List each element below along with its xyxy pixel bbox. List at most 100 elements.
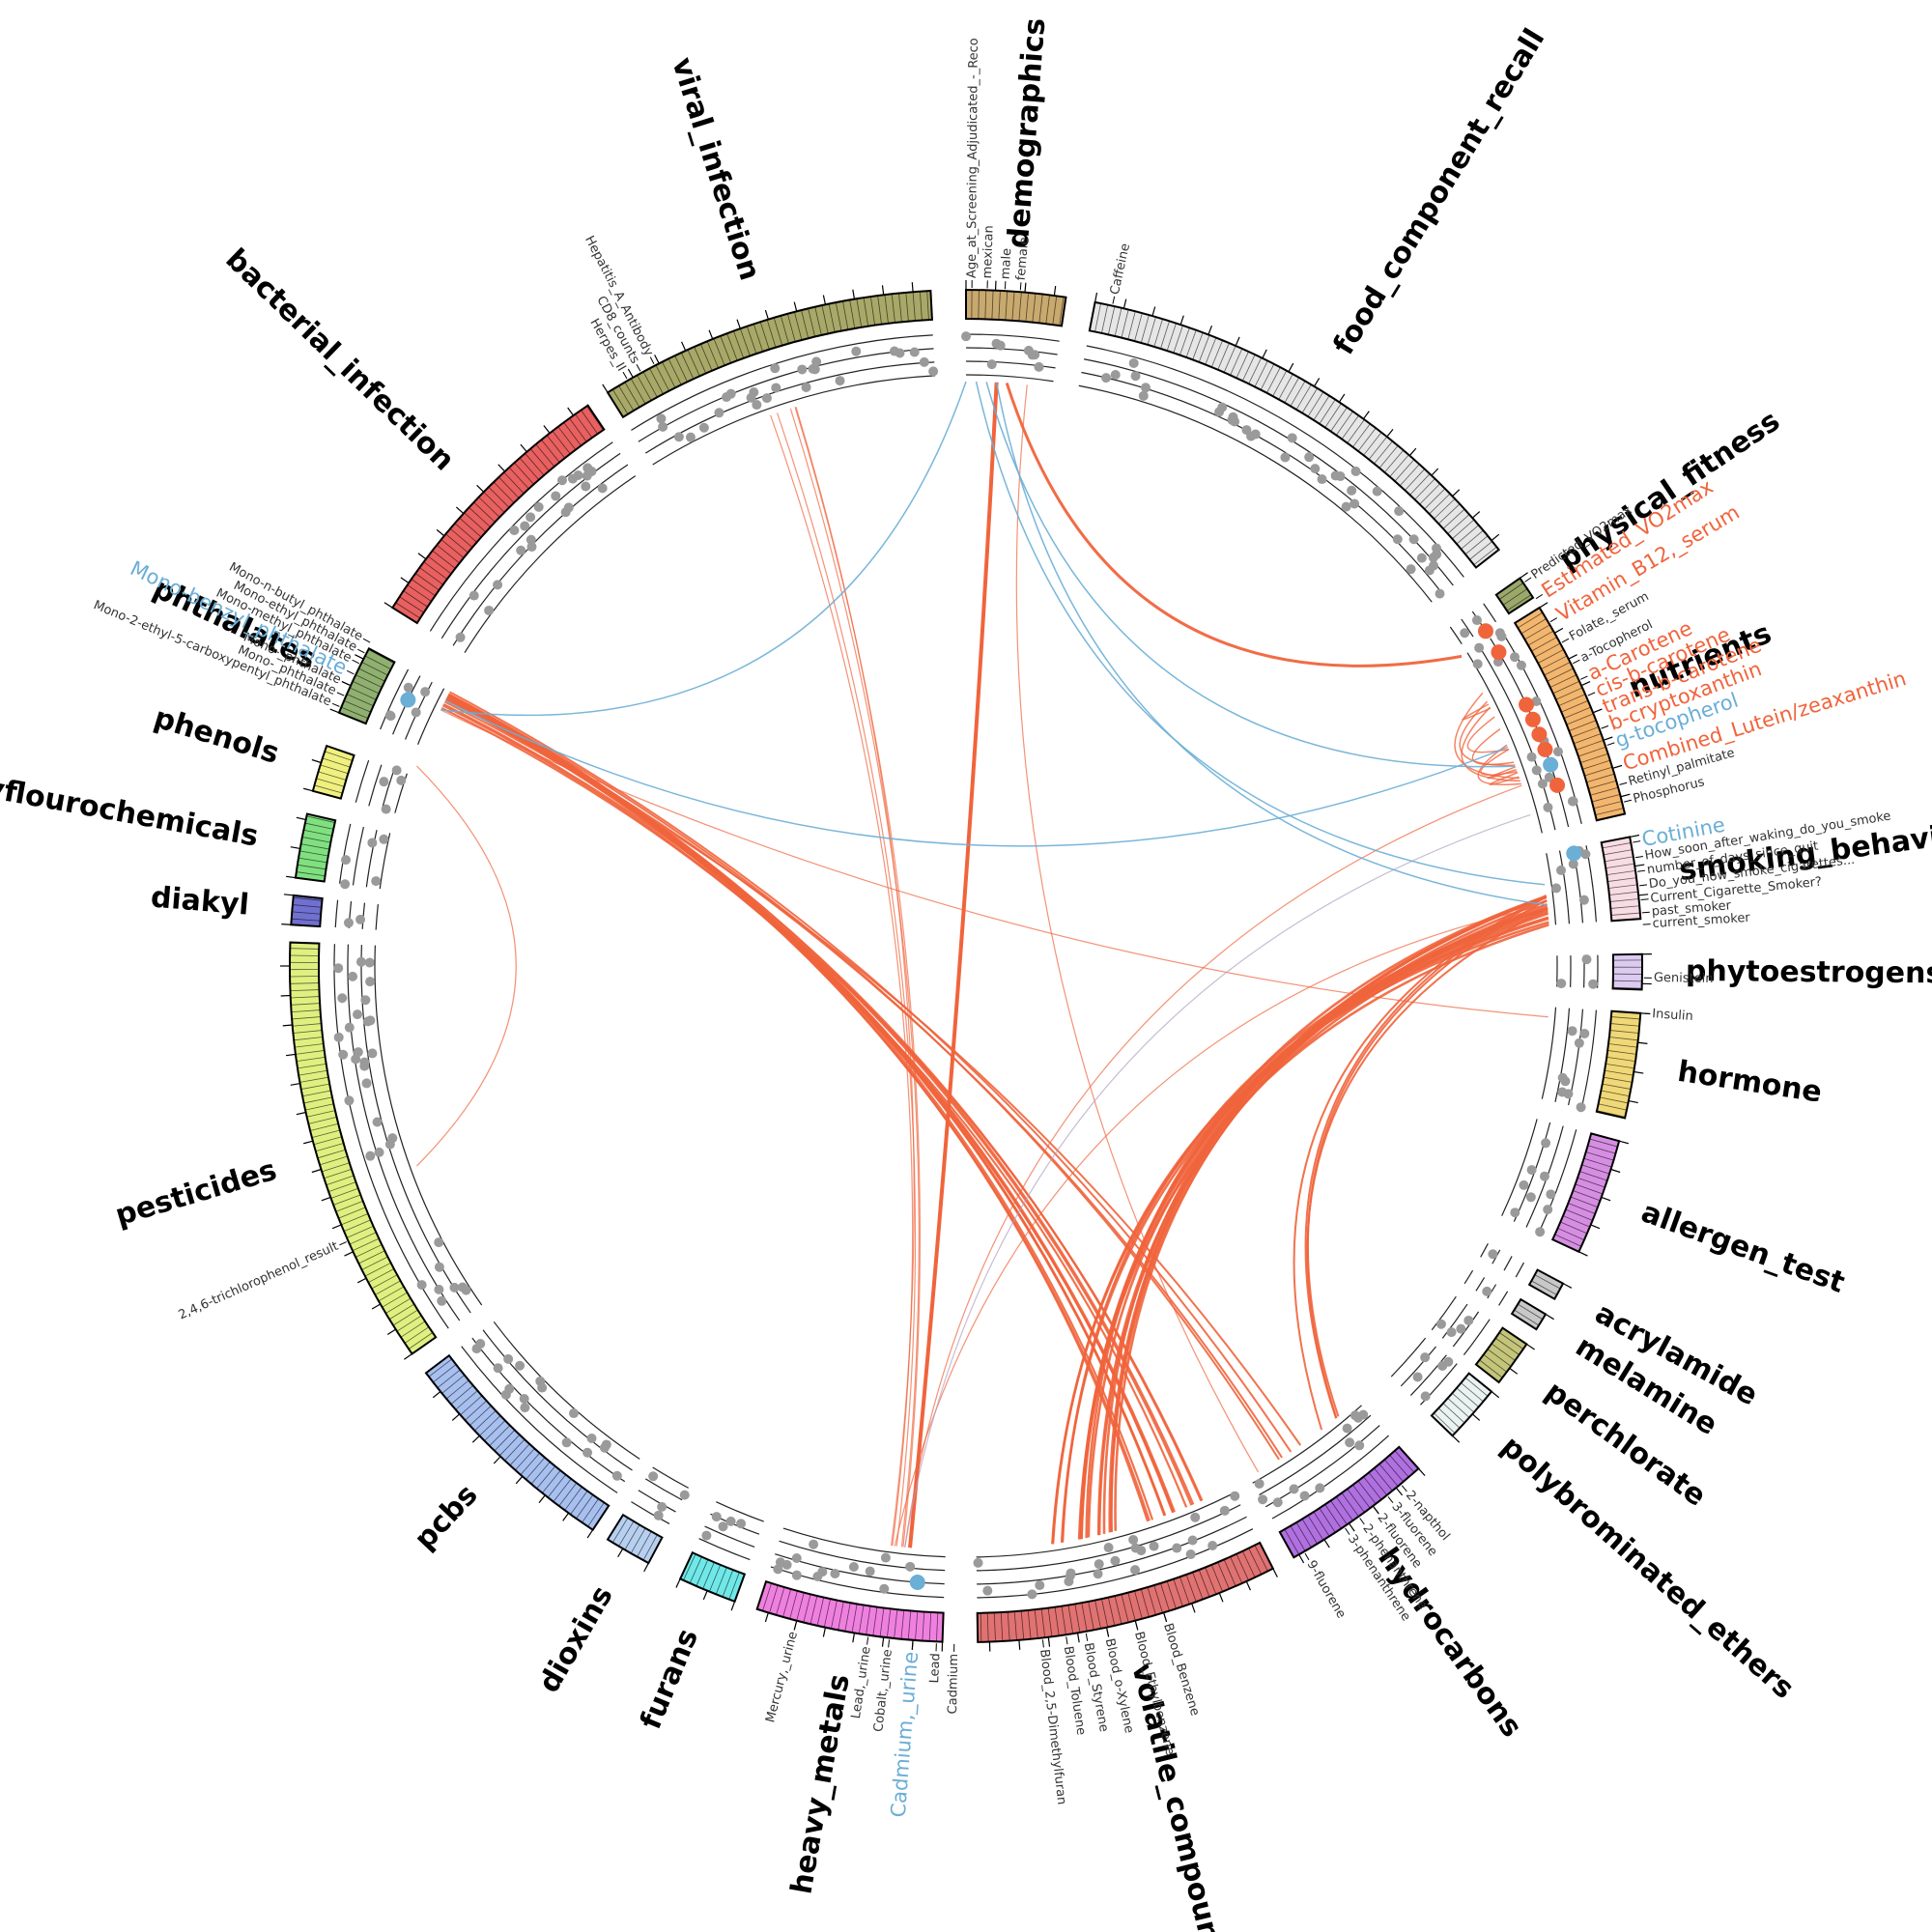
track-ring	[1078, 384, 1433, 603]
segment-hatch	[642, 1534, 658, 1561]
segment-hatch	[558, 1482, 578, 1507]
segment-hatch	[1608, 884, 1637, 889]
segment-hatch	[526, 1457, 546, 1480]
group-segment	[965, 288, 1067, 327]
dot	[1287, 433, 1297, 443]
segment-hatch	[1248, 357, 1263, 384]
segment-hatch	[1461, 1382, 1484, 1403]
dot	[1531, 765, 1542, 776]
segment-hatch	[1514, 1309, 1540, 1326]
label-leader	[1639, 884, 1648, 887]
link	[440, 709, 1548, 1018]
dot	[1535, 1227, 1546, 1237]
dot	[449, 1282, 460, 1293]
dot	[657, 1501, 668, 1512]
segment-hatch	[1032, 293, 1037, 323]
dot	[365, 977, 376, 987]
segment-hatch	[1389, 454, 1409, 477]
segment-hatch	[1217, 343, 1230, 370]
segment-hatch	[414, 573, 440, 591]
group-label: phenols	[150, 701, 283, 771]
segment-hatch	[1577, 1177, 1605, 1188]
dot	[811, 356, 822, 367]
segment-hatch	[445, 1379, 469, 1400]
link	[445, 697, 1283, 1459]
segment-hatch	[1363, 432, 1382, 456]
segment-hatch	[1612, 986, 1642, 989]
segment-hatch	[1579, 1171, 1607, 1181]
segment-hatch	[1414, 478, 1435, 500]
group-segment	[976, 1541, 1275, 1643]
segment-tick	[471, 1435, 480, 1443]
segment-tick	[1618, 1140, 1629, 1145]
segment-hatch	[553, 1478, 572, 1502]
label-leader	[339, 1241, 347, 1246]
segment-hatch	[746, 326, 757, 355]
segment-hatch	[1461, 529, 1484, 550]
track-ring	[380, 668, 410, 730]
segment-hatch	[1581, 1164, 1610, 1175]
segment-hatch	[1140, 1588, 1150, 1617]
label-leader	[331, 702, 340, 707]
dot	[457, 1282, 468, 1293]
group-segment	[606, 1513, 664, 1565]
segment-hatch	[290, 996, 320, 999]
dot	[986, 359, 997, 370]
segment-hatch	[304, 822, 334, 830]
segment-tick	[282, 1024, 293, 1027]
track-ring	[1475, 1277, 1486, 1292]
dot	[725, 1516, 736, 1526]
link	[1079, 905, 1548, 1540]
dot	[1488, 1249, 1498, 1260]
segment-hatch	[1020, 1610, 1025, 1640]
segment-hatch	[1313, 395, 1330, 421]
dot	[1567, 1026, 1577, 1037]
segment-hatch	[346, 1225, 374, 1238]
segment-hatch	[382, 1292, 408, 1308]
segment-hatch	[291, 1003, 321, 1006]
segment-hatch	[1290, 1525, 1306, 1551]
segment-tick	[1509, 1367, 1519, 1375]
track-ring	[464, 475, 637, 654]
dot	[1354, 1440, 1365, 1451]
segment-hatch	[483, 492, 505, 513]
segment-tick	[404, 1353, 412, 1360]
dot	[1130, 1543, 1141, 1553]
dot	[973, 1557, 983, 1568]
dot	[1580, 849, 1591, 860]
dot	[352, 1009, 362, 1020]
segment-hatch	[1464, 1377, 1489, 1397]
segment-hatch	[316, 778, 345, 787]
variable-label: Mercury,_urine	[763, 1630, 801, 1723]
dot	[526, 512, 536, 523]
link	[1005, 383, 1463, 668]
link	[904, 813, 1531, 1548]
segment-hatch	[722, 1569, 734, 1598]
track-ring	[976, 1504, 1241, 1572]
segment-hatch	[877, 295, 882, 325]
segment-hatch	[1389, 1455, 1409, 1478]
segment-hatch	[330, 1187, 358, 1199]
dot	[338, 1049, 349, 1060]
group-segment	[290, 894, 324, 928]
segment-hatch	[879, 1607, 885, 1637]
dot	[1315, 1483, 1325, 1493]
segment-hatch	[303, 1096, 333, 1104]
segment-tick	[1288, 362, 1294, 373]
dot	[1525, 1192, 1536, 1203]
segment-hatch	[436, 544, 460, 564]
segment-hatch	[317, 1149, 346, 1159]
segment-hatch	[842, 300, 849, 330]
dot	[648, 1471, 659, 1482]
segment-hatch	[400, 1321, 426, 1338]
segment-hatch	[713, 338, 725, 366]
link	[416, 765, 517, 1167]
group-segment	[294, 812, 337, 883]
dot	[586, 1434, 597, 1444]
segment-hatch	[1612, 980, 1642, 982]
dot	[1408, 534, 1419, 545]
dot	[387, 1133, 398, 1144]
segment-hatch	[1313, 1511, 1330, 1537]
segment-hatch	[1027, 1609, 1032, 1639]
dot	[611, 1470, 622, 1481]
